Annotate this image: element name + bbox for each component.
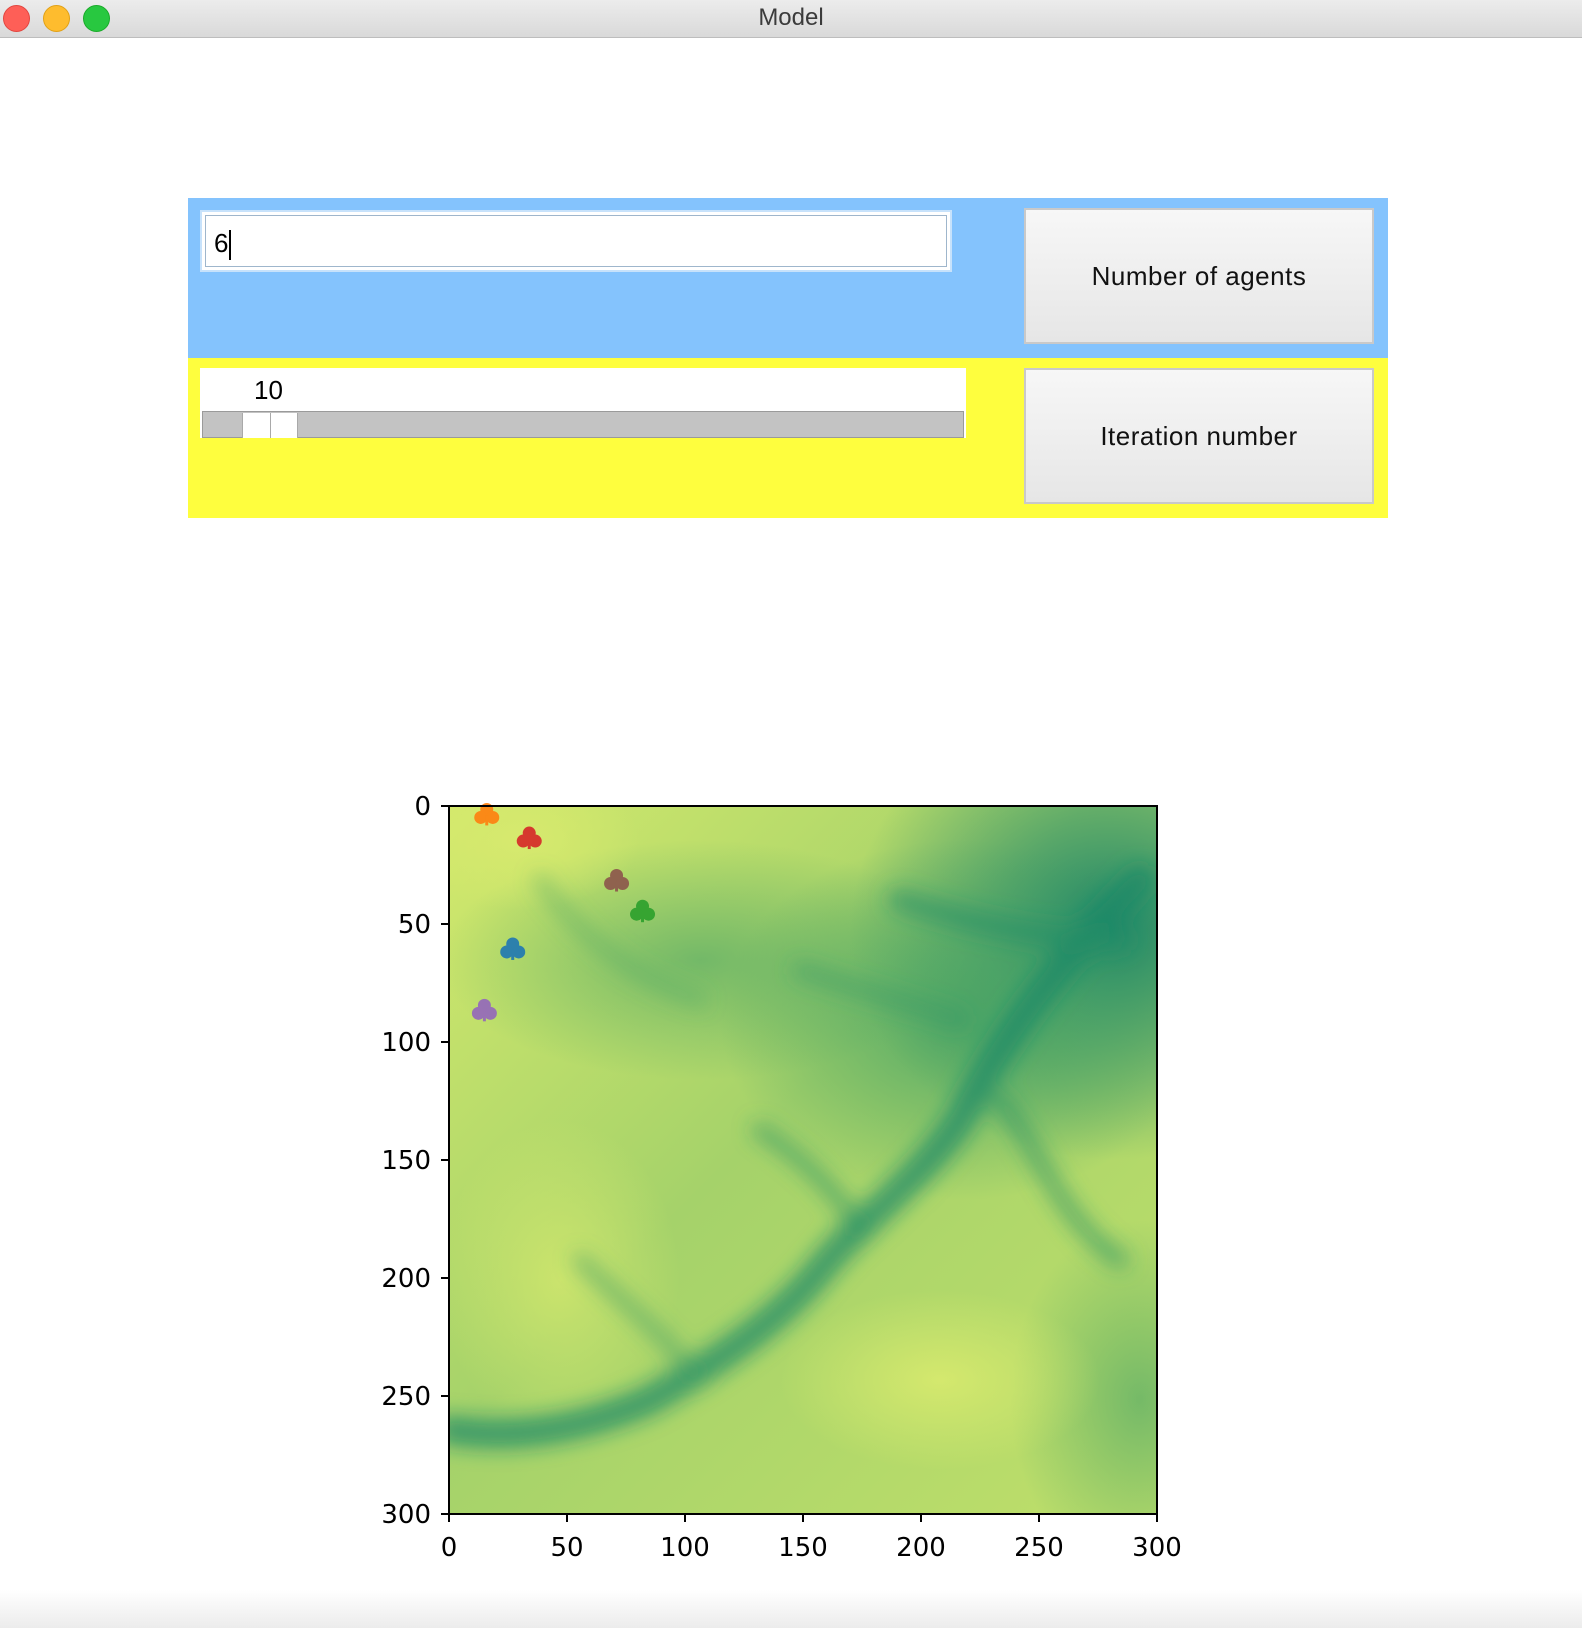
iteration-panel: 10 Iteration number (188, 358, 1388, 518)
agents-input[interactable]: 6 (200, 210, 952, 272)
close-window-button[interactable] (3, 5, 30, 32)
x-tick-label: 300 (1132, 1533, 1182, 1563)
iteration-scale-value: 10 (254, 375, 283, 405)
agent-marker (471, 998, 497, 1022)
agent-marker (516, 826, 542, 850)
minimize-window-button[interactable] (43, 5, 70, 32)
iteration-scale-trough[interactable] (202, 411, 964, 438)
y-tick-label: 0 (414, 792, 431, 822)
number-of-agents-button[interactable]: Number of agents (1024, 208, 1374, 344)
y-tick-label: 150 (381, 1146, 431, 1176)
y-tick-label: 300 (381, 1500, 431, 1530)
x-tick-label: 250 (1014, 1533, 1064, 1563)
y-tick-label: 50 (398, 910, 431, 940)
iteration-number-button[interactable]: Iteration number (1024, 368, 1374, 504)
y-tick-label: 250 (381, 1382, 431, 1412)
x-tick-label: 0 (441, 1533, 458, 1563)
zoom-window-button[interactable] (83, 5, 110, 32)
agent-marker (500, 937, 526, 960)
window-title: Model (758, 4, 824, 31)
window-bottom-edge (0, 1590, 1582, 1628)
y-axis: 0 50 100 150 200 250 300 (381, 792, 449, 1530)
title-bar: Model (0, 0, 1582, 38)
agent-marker (630, 899, 656, 923)
y-tick-label: 200 (381, 1264, 431, 1294)
x-tick-label: 100 (660, 1533, 710, 1563)
agent-marker (604, 869, 630, 892)
x-tick-label: 200 (896, 1533, 946, 1563)
agents-input-field[interactable]: 6 (205, 215, 947, 267)
agents-panel: 6 Number of agents (188, 198, 1388, 358)
x-tick-label: 50 (550, 1533, 583, 1563)
agents-input-value: 6 (214, 228, 229, 258)
iteration-scale[interactable]: 10 (200, 368, 966, 438)
x-axis: 0 50 100 150 200 250 300 (441, 1514, 1182, 1563)
elevation-raster (449, 806, 1157, 1514)
y-tick-label: 100 (381, 1028, 431, 1058)
text-cursor (229, 230, 232, 261)
x-tick-label: 150 (778, 1533, 828, 1563)
iteration-scale-handle[interactable] (242, 413, 298, 438)
